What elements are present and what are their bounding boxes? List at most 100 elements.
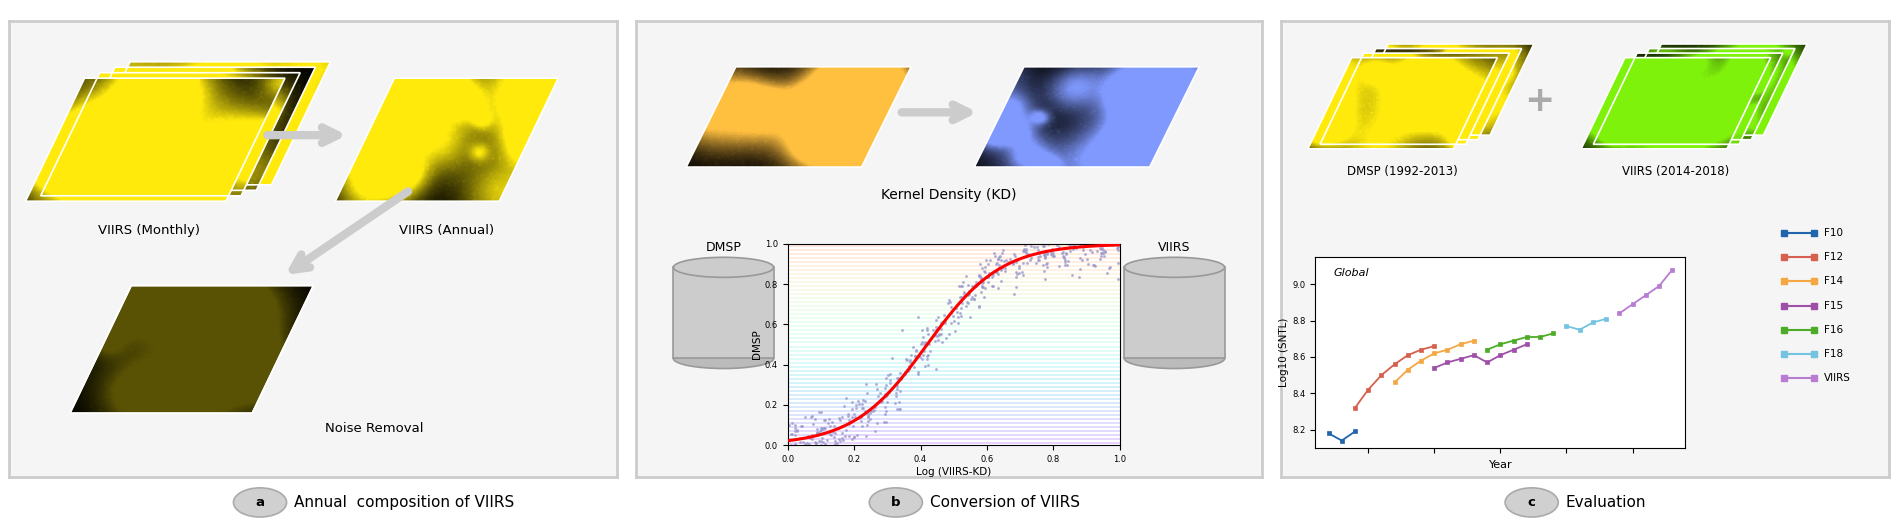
Point [1061,243,1091,252]
Point [964,271,995,279]
Point [801,425,831,433]
Point [841,401,871,409]
Point [928,311,958,319]
Point [1097,236,1127,245]
Point [1065,241,1095,249]
Point [945,282,976,290]
Point [809,424,839,432]
Point [871,381,902,390]
Point [957,293,987,301]
Point [886,375,917,383]
Point [1091,240,1122,249]
Point [1036,248,1067,256]
Point [854,413,884,421]
Point [763,451,793,460]
Text: b: b [890,496,902,509]
Point [979,249,1010,258]
Point [1082,229,1112,238]
Point [801,438,831,446]
Point [873,371,903,379]
Point [1099,229,1129,238]
Point [759,429,790,437]
Point [1029,242,1059,250]
Point [1004,263,1034,272]
Point [763,436,793,444]
Point [759,451,790,460]
Text: VIIRS (Monthly): VIIRS (Monthly) [99,224,199,237]
Point [1059,229,1089,238]
Point [958,295,989,304]
Point [1110,236,1141,244]
Text: VIIRS: VIIRS [1824,373,1851,383]
Point [913,330,943,339]
Point [847,412,877,421]
Point [869,417,900,426]
Point [1031,253,1061,261]
Point [1093,230,1124,239]
Point [862,419,892,427]
Point [755,439,786,447]
Point [865,397,896,405]
Bar [1124,267,1224,358]
Point [913,324,943,332]
Point [930,315,960,324]
Point [1086,249,1116,257]
Point [1033,240,1063,249]
Point [847,400,877,408]
Point [828,421,858,430]
Point [881,392,911,400]
Point [1053,240,1084,249]
Point [1000,252,1031,261]
Point [1036,250,1067,258]
Point [977,282,1008,290]
Point [1099,235,1129,244]
Point [1088,232,1118,241]
Point [985,277,1015,285]
Point [1038,249,1069,258]
Point [968,282,998,290]
Point [824,435,854,444]
Point [803,437,833,446]
Point [824,413,854,422]
Point [1048,251,1078,260]
Point [871,374,902,383]
Point [1070,237,1101,246]
Point [854,414,884,423]
Point [771,448,801,456]
Point [945,303,976,312]
Point [1112,239,1143,248]
Point [780,444,810,452]
Point [989,263,1019,272]
Point [833,416,864,425]
Point [1053,242,1084,250]
Point [791,443,822,451]
Point [769,451,799,460]
Point [1072,260,1103,268]
Point [767,425,797,433]
Point [1027,261,1057,269]
Point [761,439,791,448]
Point [1088,240,1118,249]
Point [810,423,841,432]
Point [983,255,1014,263]
Point [837,434,867,443]
Point [854,405,884,414]
Point [801,429,831,437]
Point [1000,258,1031,266]
Point [972,278,1002,286]
Point [1103,259,1133,267]
Text: F12: F12 [1824,252,1843,262]
Point [890,355,921,364]
Point [926,330,957,338]
Point [1086,254,1116,263]
Point [850,431,881,440]
Text: Evaluation: Evaluation [1566,495,1646,510]
Point [1048,248,1078,257]
Point [966,273,996,282]
Point [761,449,791,458]
Point [968,283,998,292]
Point [797,420,828,428]
Point [818,421,848,430]
Point [947,278,977,286]
Point [902,367,932,376]
